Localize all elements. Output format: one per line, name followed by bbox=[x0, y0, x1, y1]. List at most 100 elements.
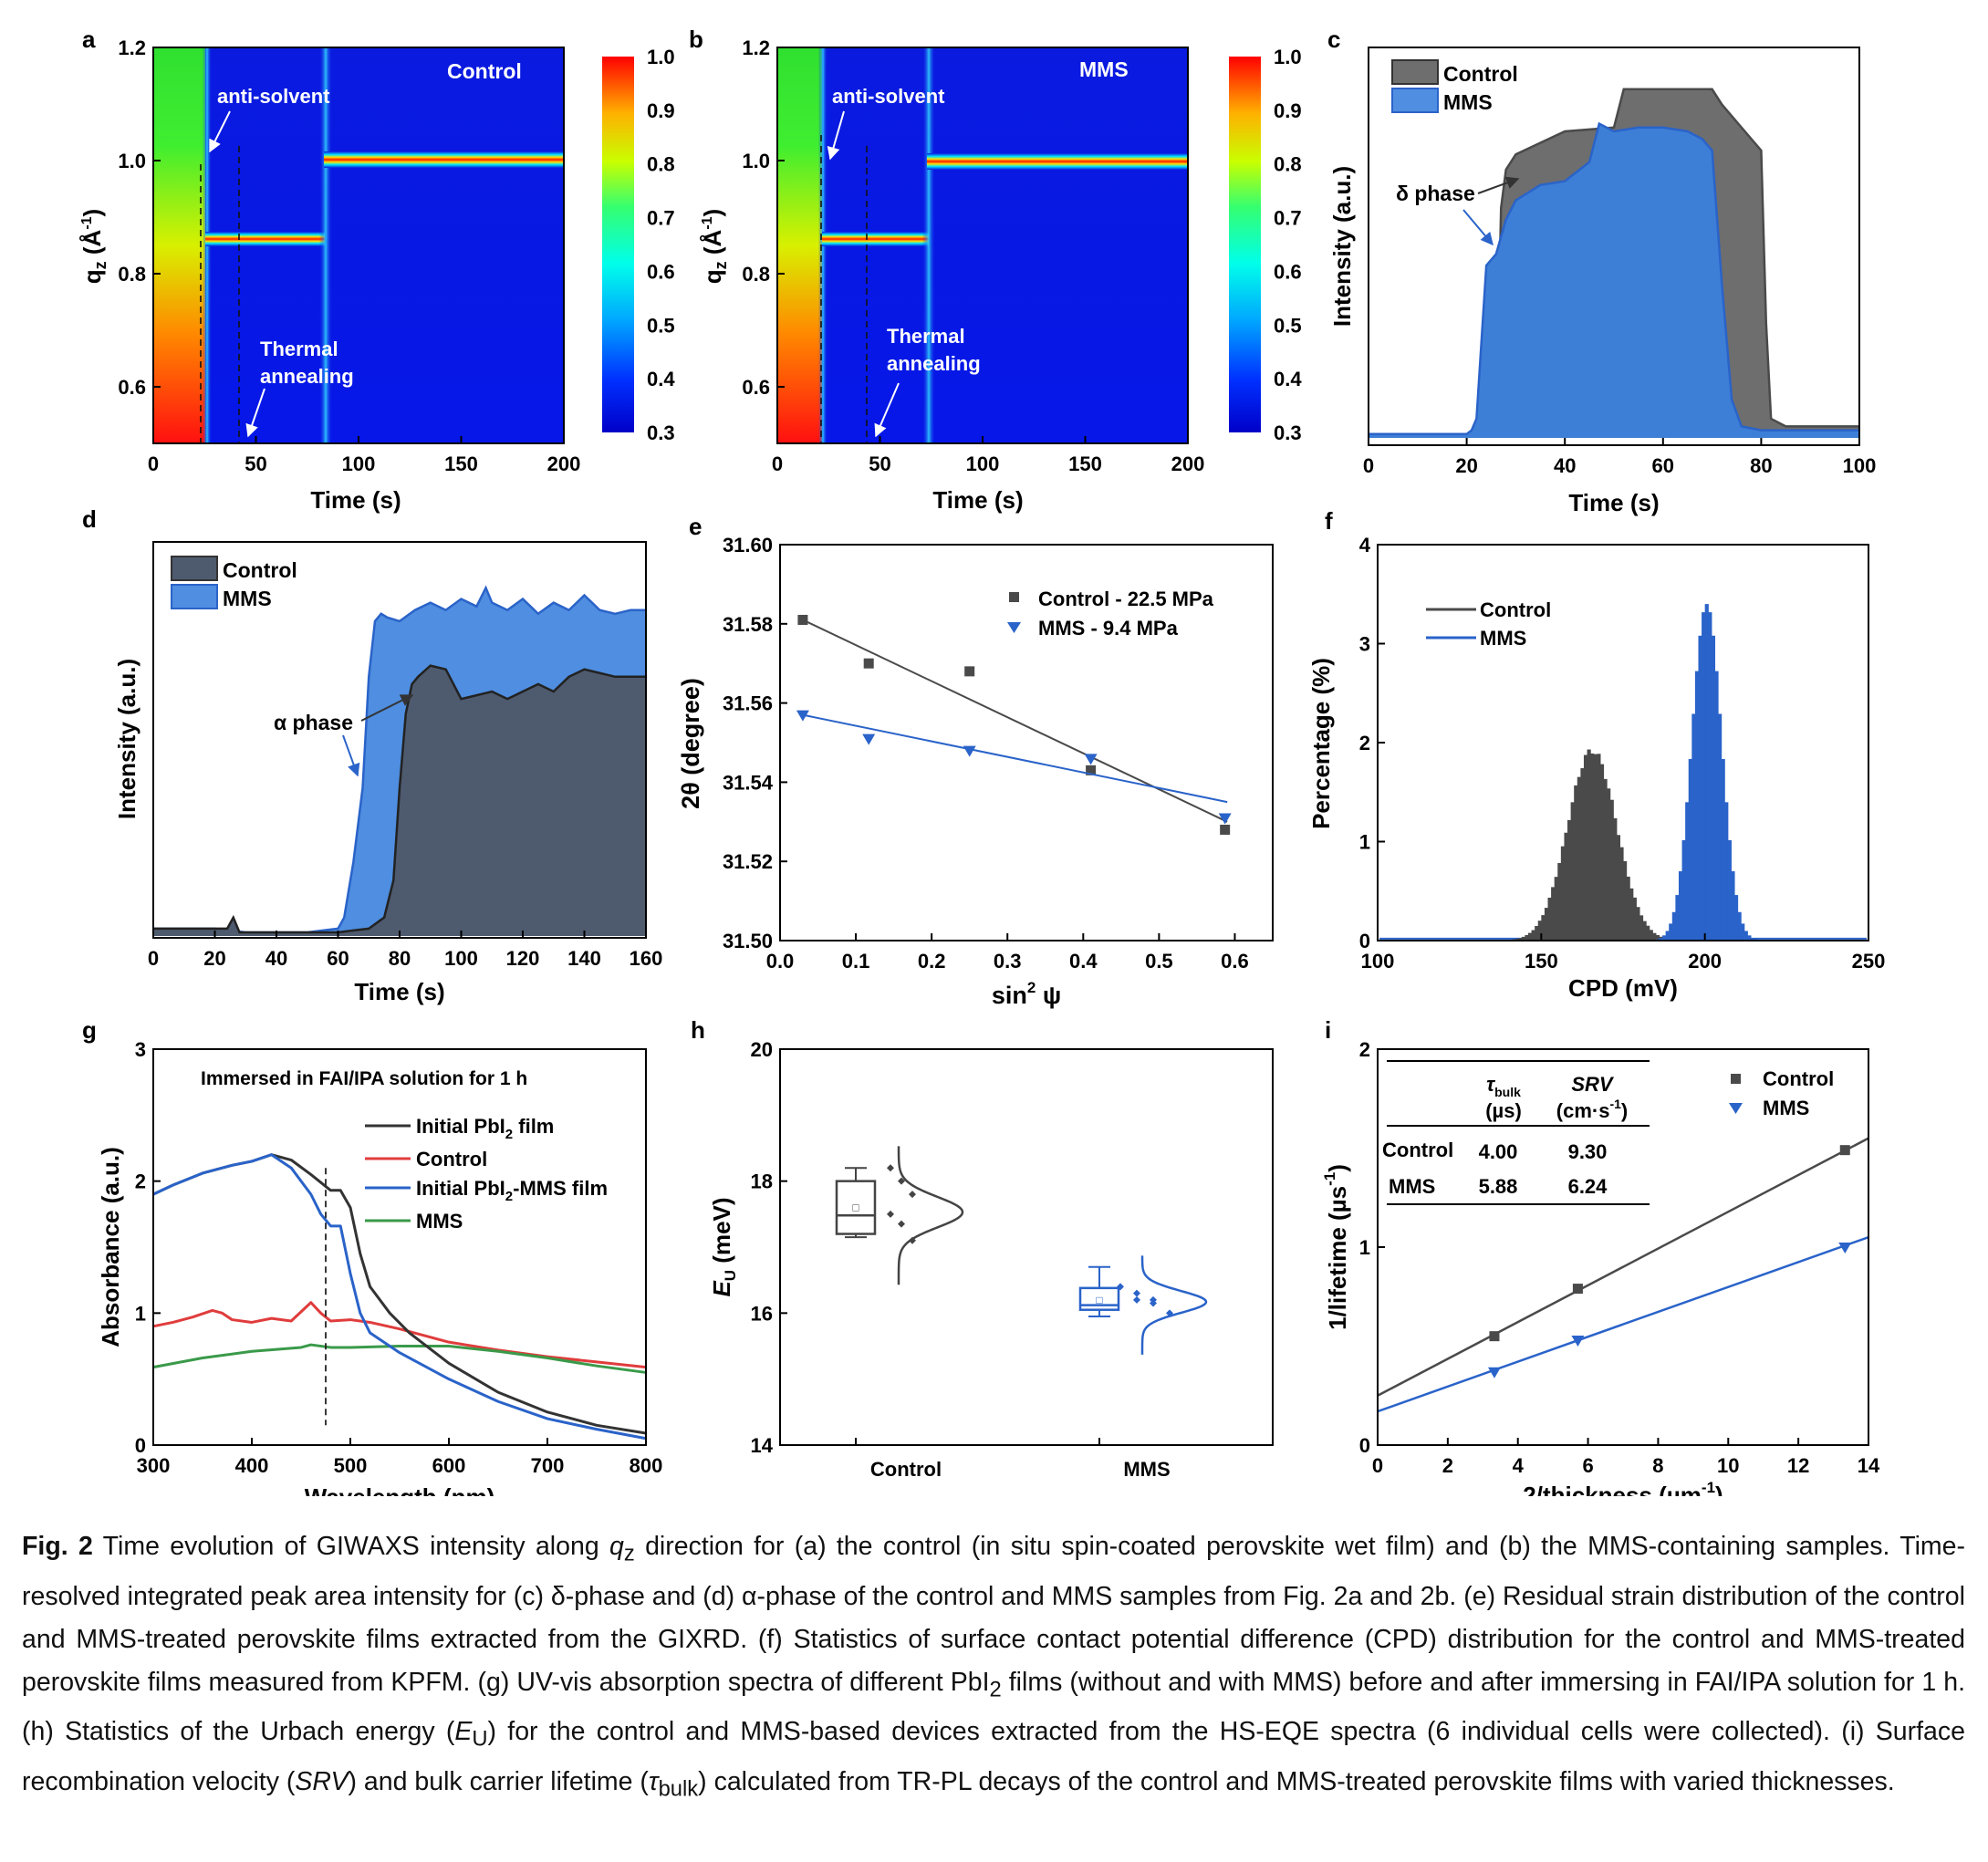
y-tick-label: 14 bbox=[751, 1434, 774, 1457]
x-axis-label-d: Time (s) bbox=[354, 978, 444, 1005]
intermediate-peak-band bbox=[205, 232, 325, 246]
heatmap-b bbox=[777, 47, 1188, 443]
heatmap-label-mms: MMS bbox=[1079, 57, 1129, 81]
x-tick-label: 700 bbox=[531, 1454, 565, 1477]
bar-control bbox=[1527, 932, 1533, 941]
x-axis-label-e: sin2 ψ bbox=[992, 979, 1061, 1009]
early-gradient-region bbox=[777, 47, 822, 443]
series-mms bbox=[152, 1343, 647, 1374]
y-axis-ticks-h: 14 16 18 20 bbox=[751, 1038, 787, 1457]
x-axis-label-g: Wavelength (nm) bbox=[305, 1483, 494, 1496]
colorbar-b bbox=[1229, 57, 1261, 432]
y-tick-label: 20 bbox=[751, 1038, 773, 1061]
table-cell-srv: 9.30 bbox=[1568, 1140, 1608, 1163]
x-tick-label: 100 bbox=[342, 452, 376, 475]
panel-letter-a: a bbox=[82, 26, 96, 53]
legend-label-initial-pbi2-mms: Initial PbI2-MMS film bbox=[416, 1177, 608, 1204]
x-tick-label: 0.5 bbox=[1145, 950, 1173, 973]
legend-swatch-mms bbox=[1391, 88, 1439, 113]
y-tick-label: 4 bbox=[1359, 534, 1371, 557]
y-tick-label: 1.0 bbox=[742, 150, 770, 172]
bar-mms bbox=[1724, 802, 1729, 941]
annotation-antisolvent: anti-solvent bbox=[217, 85, 330, 108]
y-axis-label-a: qz (Å-1) bbox=[78, 209, 109, 284]
bar-mms bbox=[1694, 671, 1700, 941]
colorbar-tick-label: 0.6 bbox=[647, 260, 675, 283]
x-tick-label: 100 bbox=[1843, 454, 1877, 477]
perovskite-peak-band bbox=[324, 151, 564, 168]
early-gradient-region bbox=[153, 47, 205, 443]
x-tick-label: 0 bbox=[1363, 454, 1374, 477]
panel-letter-g: g bbox=[82, 1016, 97, 1044]
legend-label-control: Control bbox=[416, 1148, 487, 1170]
bar-control bbox=[1646, 925, 1650, 941]
panel-a: a anti-solvent Thermal annealing Control… bbox=[78, 26, 675, 514]
bar-control bbox=[1551, 887, 1556, 941]
bar-control bbox=[1541, 915, 1546, 941]
bar-control bbox=[1642, 921, 1647, 941]
series-mms-area bbox=[1369, 123, 1859, 438]
data-point bbox=[1150, 1299, 1157, 1307]
panel-f: f Control MMS 100 150 200 250 0 1 2 3 4 CPD (mV… bbox=[1307, 507, 1885, 1002]
y-axis-ticks-f: 0 1 2 3 4 bbox=[1359, 534, 1385, 952]
x-tick-label: 14 bbox=[1858, 1454, 1880, 1477]
legend-swatch-control bbox=[171, 556, 218, 581]
data-point-mms bbox=[796, 710, 809, 722]
bar-mms bbox=[1737, 911, 1742, 941]
data-point bbox=[898, 1220, 905, 1228]
data-point-mms bbox=[1838, 1243, 1852, 1253]
bar-mms bbox=[1669, 923, 1673, 941]
bar-mms bbox=[1681, 839, 1686, 941]
x-tick-label: 50 bbox=[245, 452, 266, 475]
legend-f: Control MMS bbox=[1426, 598, 1551, 650]
y-tick-label: 0.8 bbox=[118, 263, 146, 286]
legend-label-mms: MMS - 9.4 MPa bbox=[1038, 617, 1179, 640]
table-row-name: Control bbox=[1382, 1139, 1453, 1161]
x-tick-label: 160 bbox=[630, 947, 663, 970]
plot-area-c bbox=[1369, 88, 1859, 439]
legend-i: Control MMS bbox=[1729, 1067, 1834, 1119]
legend-label-mms: MMS bbox=[416, 1210, 463, 1233]
x-tick-label: 120 bbox=[506, 947, 540, 970]
bar-mms bbox=[1678, 871, 1683, 941]
caption-figure-label: Fig. 2 bbox=[22, 1532, 93, 1561]
y-tick-label: 0 bbox=[135, 1434, 146, 1457]
bar-mms bbox=[1675, 895, 1680, 941]
plot-area-f bbox=[1379, 604, 1867, 941]
x-axis-ticks-e: 0.0 0.1 0.2 0.3 0.4 0.5 0.6 bbox=[766, 933, 1249, 973]
data-point bbox=[1133, 1289, 1140, 1297]
y-axis-label-d: Intensity (a.u.) bbox=[113, 659, 141, 819]
x-axis-ticks-a: 0 50 100 150 200 bbox=[148, 436, 580, 475]
x-tick-label: 100 bbox=[966, 452, 1000, 475]
colorbar-tick-label: 0.9 bbox=[1274, 99, 1302, 122]
data-point bbox=[1117, 1283, 1124, 1291]
data-point bbox=[887, 1210, 894, 1218]
colorbar-tick-label: 0.7 bbox=[1274, 207, 1302, 230]
panel-letter-c: c bbox=[1327, 26, 1340, 53]
x-tick-label: 0 bbox=[1372, 1454, 1383, 1477]
series-control bbox=[152, 1301, 647, 1369]
bar-mms bbox=[1733, 895, 1739, 941]
annotation-alpha-phase: α phase bbox=[274, 711, 353, 734]
heatmap-a bbox=[153, 47, 564, 443]
table-cell-srv: 6.24 bbox=[1568, 1175, 1608, 1198]
bar-mms bbox=[1691, 713, 1696, 941]
x-axis-ticks-g: 300 400 500 600 700 800 bbox=[137, 1438, 662, 1477]
x-tick-label: 20 bbox=[203, 947, 225, 970]
x-tick-label: 300 bbox=[137, 1454, 171, 1477]
legend-e: Control - 22.5 MPa MMS - 9.4 MPa bbox=[1007, 588, 1214, 640]
colorbar-tick-label: 1.0 bbox=[1274, 46, 1302, 68]
x-tick-label: 150 bbox=[1525, 950, 1558, 973]
bar-control bbox=[1580, 768, 1585, 941]
bar-control bbox=[1613, 817, 1618, 941]
x-tick-label: 250 bbox=[1852, 950, 1886, 973]
legend-marker-mms bbox=[1007, 622, 1021, 633]
panel-c: c Control MMS δ phase 0 20 40 60 80 100 Time … bbox=[1327, 26, 1876, 516]
bar-control bbox=[1537, 921, 1542, 941]
legend-swatch-mms bbox=[171, 584, 218, 609]
y-tick-label: 0.6 bbox=[742, 376, 770, 399]
bar-mms bbox=[1741, 923, 1745, 941]
bar-control bbox=[1607, 788, 1611, 941]
x-tick-label: 80 bbox=[389, 947, 411, 970]
annotation-thermal: Thermal bbox=[887, 325, 965, 348]
